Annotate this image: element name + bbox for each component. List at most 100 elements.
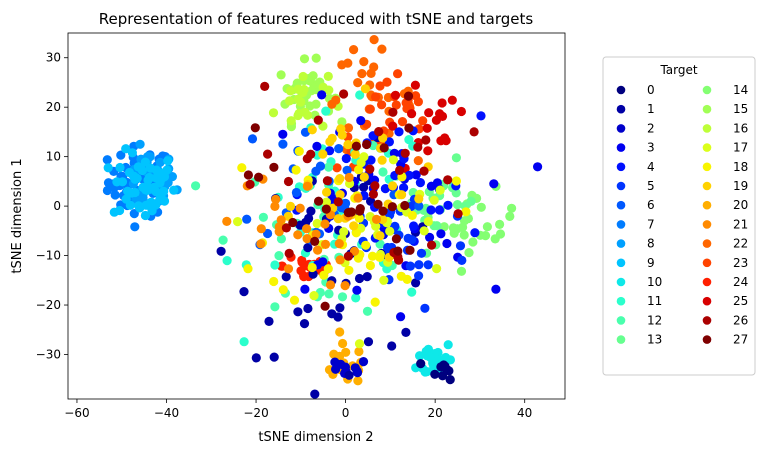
legend-label-24: 24 bbox=[733, 275, 748, 289]
data-point-target-25 bbox=[423, 146, 433, 156]
data-point-target-15 bbox=[276, 70, 286, 80]
data-point-target-26 bbox=[394, 255, 404, 265]
data-point-target-24 bbox=[297, 255, 307, 265]
data-point-target-18 bbox=[361, 240, 371, 250]
data-point-target-3 bbox=[489, 179, 499, 189]
data-point-target-19 bbox=[285, 201, 296, 211]
data-point-target-11 bbox=[270, 260, 280, 270]
legend-label-14: 14 bbox=[733, 83, 748, 97]
x-tick-label: −20 bbox=[243, 406, 268, 420]
data-point-target-13 bbox=[452, 200, 463, 210]
data-point-target-15 bbox=[306, 86, 316, 96]
data-point-target-19 bbox=[360, 84, 370, 94]
data-point-target-9 bbox=[127, 148, 137, 158]
legend-marker-14 bbox=[702, 85, 712, 95]
data-point-target-13 bbox=[466, 196, 476, 206]
data-point-target-23 bbox=[391, 100, 401, 110]
data-point-target-9 bbox=[121, 144, 131, 154]
data-point-target-27 bbox=[404, 123, 414, 133]
data-point-target-23 bbox=[371, 92, 381, 102]
data-point-target-12 bbox=[218, 235, 228, 245]
legend-label-23: 23 bbox=[733, 256, 748, 270]
data-point-target-4 bbox=[470, 228, 480, 238]
data-point-target-1 bbox=[293, 307, 303, 317]
data-point-target-6 bbox=[242, 214, 252, 224]
data-point-target-25 bbox=[390, 90, 401, 100]
data-point-target-11 bbox=[355, 90, 365, 100]
data-point-target-23 bbox=[397, 117, 408, 127]
data-point-target-0 bbox=[436, 362, 446, 372]
data-point-target-22 bbox=[349, 45, 359, 55]
data-point-target-6 bbox=[311, 166, 321, 176]
y-tick-label: 10 bbox=[46, 150, 61, 164]
data-point-target-21 bbox=[371, 214, 382, 224]
data-point-target-16 bbox=[300, 107, 310, 117]
data-point-target-27 bbox=[393, 246, 403, 256]
data-point-target-17 bbox=[312, 218, 322, 229]
legend-marker-23 bbox=[702, 258, 712, 268]
data-point-target-14 bbox=[507, 203, 517, 213]
data-point-target-3 bbox=[436, 229, 446, 239]
data-point-target-0 bbox=[430, 369, 440, 379]
data-point-target-4 bbox=[443, 200, 453, 210]
data-point-target-4 bbox=[476, 111, 486, 121]
data-point-target-14 bbox=[476, 202, 486, 212]
data-point-target-26 bbox=[400, 148, 410, 158]
data-point-target-23 bbox=[393, 69, 403, 79]
data-point-target-9 bbox=[130, 174, 140, 184]
data-point-target-4 bbox=[404, 170, 414, 180]
legend-label-3: 3 bbox=[647, 141, 655, 155]
legend-marker-9 bbox=[616, 258, 626, 268]
data-point-target-9 bbox=[141, 200, 151, 210]
data-point-target-22 bbox=[353, 78, 363, 88]
data-point-target-26 bbox=[281, 223, 291, 233]
data-point-target-21 bbox=[293, 230, 303, 240]
data-point-target-5 bbox=[420, 303, 430, 313]
data-point-target-26 bbox=[245, 179, 255, 189]
data-point-target-17 bbox=[385, 226, 395, 236]
data-point-target-11 bbox=[239, 337, 249, 347]
data-point-target-27 bbox=[320, 301, 330, 311]
data-point-target-14 bbox=[495, 219, 505, 229]
legend-label-25: 25 bbox=[733, 294, 748, 308]
data-point-target-1 bbox=[411, 278, 421, 288]
data-point-target-14 bbox=[459, 216, 470, 226]
data-point-target-27 bbox=[355, 204, 365, 214]
data-point-target-9 bbox=[156, 174, 166, 184]
data-point-target-20 bbox=[335, 327, 345, 337]
data-point-target-6 bbox=[291, 187, 301, 198]
data-point-target-1 bbox=[306, 206, 316, 216]
data-point-target-21 bbox=[295, 203, 305, 213]
legend-label-11: 11 bbox=[647, 294, 662, 308]
data-point-target-22 bbox=[369, 35, 379, 45]
plot-frame bbox=[67, 32, 566, 400]
data-point-target-14 bbox=[456, 266, 467, 276]
data-point-target-15 bbox=[299, 54, 310, 64]
data-point-target-1 bbox=[264, 316, 274, 326]
data-point-target-1 bbox=[281, 272, 291, 282]
y-tick-label: 30 bbox=[46, 51, 61, 65]
data-point-target-14 bbox=[464, 248, 474, 258]
data-point-target-1 bbox=[362, 272, 372, 282]
data-point-target-18 bbox=[367, 251, 378, 261]
data-point-target-3 bbox=[442, 238, 452, 249]
data-point-target-26 bbox=[388, 107, 398, 117]
data-point-target-16 bbox=[293, 94, 303, 104]
data-point-target-17 bbox=[423, 216, 433, 227]
data-point-target-16 bbox=[285, 86, 295, 96]
data-point-target-3 bbox=[426, 181, 436, 191]
legend-label-1: 1 bbox=[647, 102, 655, 116]
data-point-target-21 bbox=[335, 255, 345, 265]
data-point-target-7 bbox=[130, 222, 140, 232]
data-point-target-1 bbox=[269, 352, 279, 362]
legend-marker-5 bbox=[616, 181, 626, 191]
data-point-target-16 bbox=[323, 71, 333, 81]
data-point-target-22 bbox=[377, 44, 387, 54]
data-point-target-26 bbox=[443, 175, 453, 185]
data-point-target-9 bbox=[146, 184, 156, 194]
data-point-target-26 bbox=[368, 189, 378, 199]
data-point-target-25 bbox=[437, 98, 447, 108]
legend-label-6: 6 bbox=[647, 198, 655, 212]
legend-marker-25 bbox=[702, 296, 712, 306]
data-point-target-4 bbox=[399, 183, 409, 193]
